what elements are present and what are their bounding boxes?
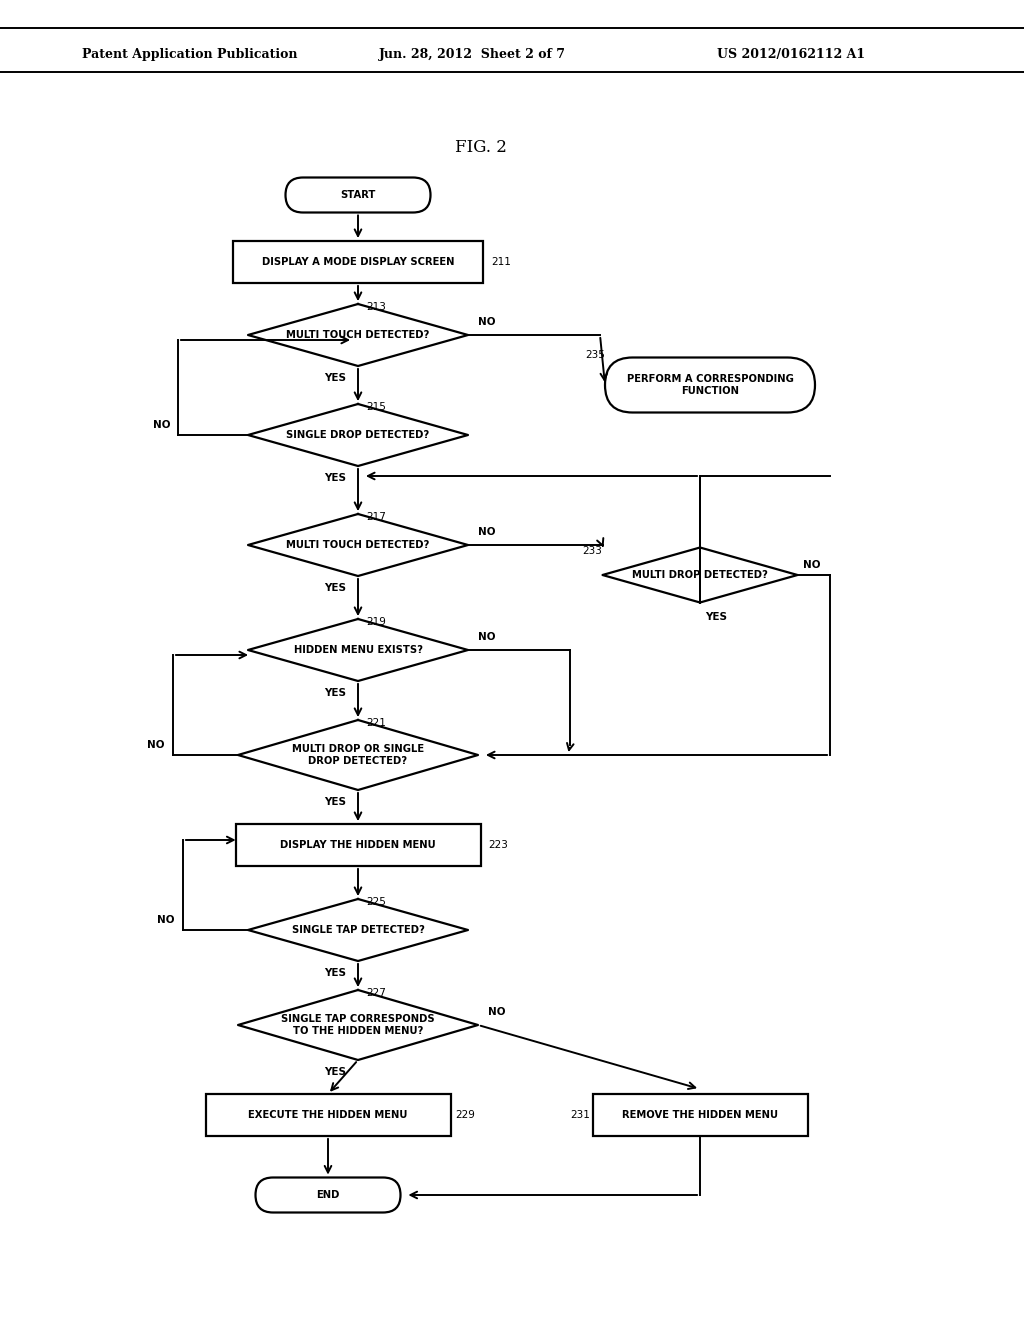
Text: YES: YES — [324, 583, 346, 593]
Text: YES: YES — [324, 688, 346, 698]
Text: NO: NO — [478, 527, 496, 537]
Text: YES: YES — [324, 1067, 346, 1077]
FancyBboxPatch shape — [236, 824, 480, 866]
Text: DISPLAY THE HIDDEN MENU: DISPLAY THE HIDDEN MENU — [281, 840, 436, 850]
Text: 223: 223 — [488, 840, 508, 850]
FancyBboxPatch shape — [206, 1094, 451, 1137]
Text: 225: 225 — [366, 898, 386, 907]
Text: YES: YES — [324, 374, 346, 383]
Text: Patent Application Publication: Patent Application Publication — [82, 48, 297, 61]
Text: 211: 211 — [490, 257, 511, 267]
Text: EXECUTE THE HIDDEN MENU: EXECUTE THE HIDDEN MENU — [248, 1110, 408, 1119]
Polygon shape — [248, 513, 468, 576]
Text: 227: 227 — [366, 987, 386, 998]
Polygon shape — [248, 404, 468, 466]
FancyBboxPatch shape — [233, 242, 483, 282]
Polygon shape — [248, 899, 468, 961]
Text: SINGLE TAP CORRESPONDS
TO THE HIDDEN MENU?: SINGLE TAP CORRESPONDS TO THE HIDDEN MEN… — [282, 1014, 435, 1036]
Text: 217: 217 — [366, 512, 386, 521]
Polygon shape — [248, 304, 468, 366]
Text: FIG. 2: FIG. 2 — [456, 140, 507, 157]
Text: YES: YES — [324, 797, 346, 807]
FancyBboxPatch shape — [605, 358, 815, 412]
Text: START: START — [340, 190, 376, 201]
Text: HIDDEN MENU EXISTS?: HIDDEN MENU EXISTS? — [294, 645, 423, 655]
Text: END: END — [316, 1191, 340, 1200]
Text: MULTI DROP OR SINGLE
DROP DETECTED?: MULTI DROP OR SINGLE DROP DETECTED? — [292, 744, 424, 766]
Text: YES: YES — [324, 473, 346, 483]
Text: REMOVE THE HIDDEN MENU: REMOVE THE HIDDEN MENU — [622, 1110, 778, 1119]
Text: NO: NO — [153, 420, 170, 430]
Text: 235: 235 — [585, 350, 605, 360]
Text: 221: 221 — [366, 718, 386, 729]
Polygon shape — [248, 619, 468, 681]
Text: 213: 213 — [366, 302, 386, 312]
Text: NO: NO — [158, 915, 175, 925]
FancyBboxPatch shape — [256, 1177, 400, 1213]
Text: MULTI DROP DETECTED?: MULTI DROP DETECTED? — [632, 570, 768, 579]
Text: NO: NO — [488, 1007, 506, 1016]
Text: Jun. 28, 2012  Sheet 2 of 7: Jun. 28, 2012 Sheet 2 of 7 — [379, 48, 566, 61]
Polygon shape — [238, 990, 478, 1060]
Text: 231: 231 — [570, 1110, 591, 1119]
Polygon shape — [602, 548, 798, 602]
Text: NO: NO — [478, 632, 496, 642]
Text: US 2012/0162112 A1: US 2012/0162112 A1 — [717, 48, 865, 61]
Text: MULTI TOUCH DETECTED?: MULTI TOUCH DETECTED? — [287, 330, 430, 341]
FancyBboxPatch shape — [286, 177, 430, 213]
Text: 229: 229 — [456, 1110, 475, 1119]
Text: 215: 215 — [366, 403, 386, 412]
Text: NO: NO — [147, 741, 165, 750]
Text: DISPLAY A MODE DISPLAY SCREEN: DISPLAY A MODE DISPLAY SCREEN — [262, 257, 455, 267]
Text: SINGLE DROP DETECTED?: SINGLE DROP DETECTED? — [287, 430, 430, 440]
Text: YES: YES — [705, 611, 727, 622]
Text: NO: NO — [803, 560, 820, 570]
Polygon shape — [238, 719, 478, 789]
FancyBboxPatch shape — [593, 1094, 808, 1137]
Text: SINGLE TAP DETECTED?: SINGLE TAP DETECTED? — [292, 925, 424, 935]
Text: YES: YES — [324, 968, 346, 978]
Text: MULTI TOUCH DETECTED?: MULTI TOUCH DETECTED? — [287, 540, 430, 550]
Text: 219: 219 — [366, 616, 386, 627]
Text: PERFORM A CORRESPONDING
FUNCTION: PERFORM A CORRESPONDING FUNCTION — [627, 374, 794, 396]
Text: 233: 233 — [583, 545, 602, 556]
Text: NO: NO — [478, 317, 496, 327]
